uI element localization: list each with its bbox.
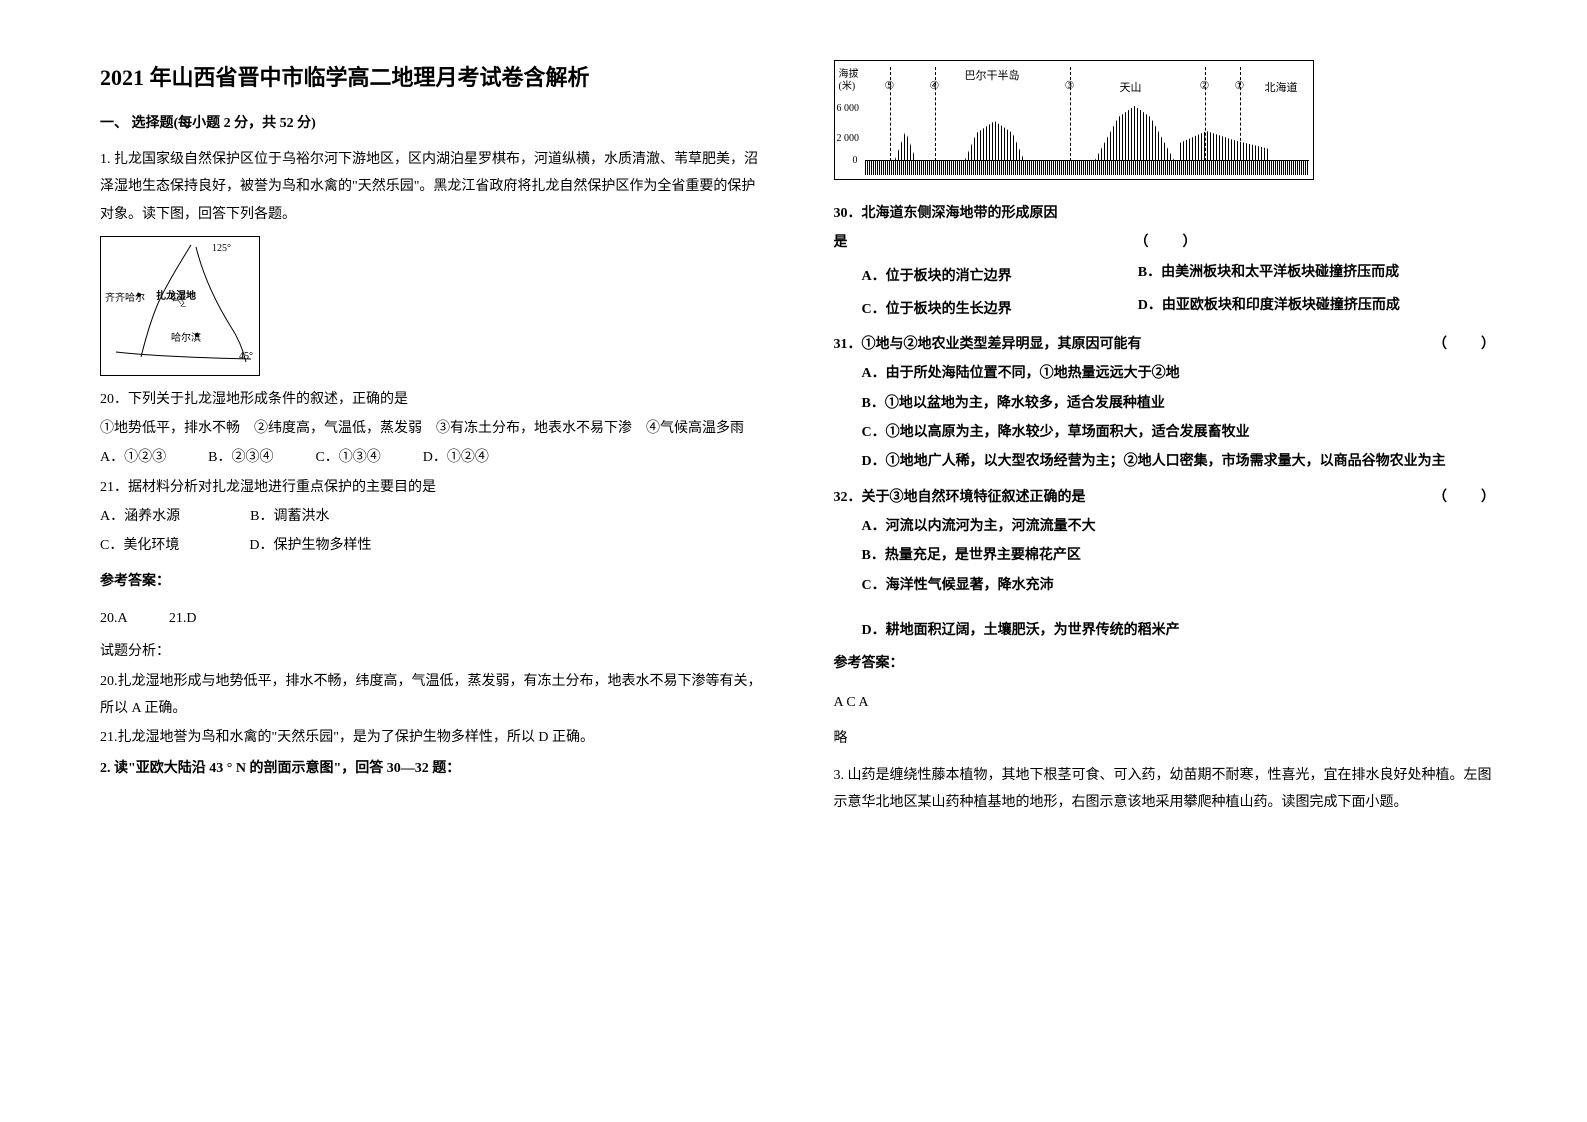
q31-d: D．①地地广人稀，以大型农场经营为主；②地人口密集，市场需求量大，以商品谷物农业… xyxy=(862,448,1498,475)
q21-option-cd: C．美化环境 D．保护生物多样性 xyxy=(100,532,764,559)
q21-option-ab: A．涵养水源 B．调蓄洪水 xyxy=(100,503,764,530)
q32-c: C．海洋性气候显著，降水充沛 xyxy=(862,572,1498,599)
chart-ytick-2000: 2 000 xyxy=(837,133,860,144)
q30-stem-a: 30．北海道东侧深海地带的形成原因 xyxy=(834,200,1498,227)
q1-intro: 1. 扎龙国家级自然保护区位于乌裕尔河下游地区，区内湖泊星罗棋布，河道纵横，水质… xyxy=(100,146,764,228)
q30-row-cd: C．位于板块的生长边界 D．由亚欧板块和印度洋板块碰撞挤压而成 xyxy=(834,292,1498,323)
q30-d: D．由亚欧板块和印度洋板块碰撞挤压而成 xyxy=(1138,292,1497,323)
right-column: 海拔 (米) 6 000 2 000 0 ⑤ ④ 巴尔干半岛 ③ 天山 ② ① … xyxy=(834,60,1498,1082)
q30-c: C．位于板块的生长边界 xyxy=(862,296,1138,323)
q1-answers: 20.A 21.D xyxy=(100,605,764,632)
q20-options: A．①②③ B．②③④ C．①③④ D．①②④ xyxy=(100,444,764,471)
q2-answers: A C A xyxy=(834,689,1498,716)
chart-ylabel-unit: (米) xyxy=(839,77,856,92)
q32-d: D．耕地面积辽阔，土壤肥沃，为世界传统的稻米产 xyxy=(862,617,1498,644)
document-title: 2021 年山西省晋中市临学高二地理月考试卷含解析 xyxy=(100,60,764,92)
chart-ytick-6000: 6 000 xyxy=(837,103,860,114)
chart-ytick-0: 0 xyxy=(853,155,858,166)
cross-section-chart: 海拔 (米) 6 000 2 000 0 ⑤ ④ 巴尔干半岛 ③ 天山 ② ① … xyxy=(834,60,1314,180)
q1-answer-header: 参考答案： xyxy=(100,568,764,595)
q1-analysis-header: 试题分析： xyxy=(100,638,764,665)
q21-stem: 21．据材料分析对扎龙湿地进行重点保护的主要目的是 xyxy=(100,474,764,501)
chart-top-7: 北海道 xyxy=(1265,79,1298,95)
section-1-header: 一、 选择题(每小题 2 分，共 52 分) xyxy=(100,112,764,132)
q2-answer-header: 参考答案： xyxy=(834,650,1498,677)
q30-blank: （ ） xyxy=(1135,229,1199,256)
q2-stem: 2. 读"亚欧大陆沿 43 ° N 的剖面示意图"，回答 30—32 题： xyxy=(100,755,764,782)
q30-stem-b: 是 （ ） xyxy=(834,229,1498,256)
q31-blank: （ ） xyxy=(1433,331,1497,358)
map-svg xyxy=(101,237,261,377)
q31-b: B．①地以盆地为主，降水较多，适合发展种植业 xyxy=(862,390,1498,417)
q32-a: A．河流以内流河为主，河流流量不大 xyxy=(862,513,1498,540)
map-figure: 125° 齐齐哈尔 扎龙湿地 哈尔滨 45° xyxy=(100,236,260,376)
q32-b: B．热量充足，是世界主要棉花产区 xyxy=(862,542,1498,569)
q32-blank: （ ） xyxy=(1433,484,1497,511)
q1-analysis-21: 21.扎龙湿地誉为鸟和水禽的"天然乐园"，是为了保护生物多样性，所以 D 正确。 xyxy=(100,724,764,751)
left-column: 2021 年山西省晋中市临学高二地理月考试卷含解析 一、 选择题(每小题 2 分… xyxy=(100,60,764,1082)
q1-analysis-20: 20.扎龙湿地形成与地势低平，排水不畅，纬度高，气温低，蒸发弱，有冻土分布，地表… xyxy=(100,668,764,723)
q30-a: A．位于板块的消亡边界 xyxy=(862,263,1138,290)
q32-stem: 32．关于③地自然环境特征叙述正确的是 xyxy=(834,484,1086,511)
q30-b: B．由美洲板块和太平洋板块碰撞挤压而成 xyxy=(1138,259,1497,290)
q2-brief: 略 xyxy=(834,725,1498,752)
q32-stem-row: 32．关于③地自然环境特征叙述正确的是 （ ） xyxy=(834,484,1498,511)
q3-stem: 3. 山药是缠绕性藤本植物，其地下根茎可食、可入药，幼苗期不耐寒，性喜光，宜在排… xyxy=(834,762,1498,817)
chart-top-2: 巴尔干半岛 xyxy=(965,67,1020,83)
q31-a: A．由于所处海陆位置不同，①地热量远远大于②地 xyxy=(862,360,1498,387)
q20-items: ①地势低平，排水不畅 ②纬度高，气温低，蒸发弱 ③有冻土分布，地表水不易下渗 ④… xyxy=(100,415,764,442)
chart-top-4: 天山 xyxy=(1120,79,1142,95)
q31-stem: 31．①地与②地农业类型差异明显，其原因可能有 xyxy=(834,331,1142,358)
q30-stem-b-text: 是 xyxy=(834,235,848,250)
q30-row-ac: A．位于板块的消亡边界 B．由美洲板块和太平洋板块碰撞挤压而成 xyxy=(834,259,1498,290)
question-1: 1. 扎龙国家级自然保护区位于乌裕尔河下游地区，区内湖泊星罗棋布，河道纵横，水质… xyxy=(100,146,764,783)
q20-stem: 20．下列关于扎龙湿地形成条件的叙述，正确的是 xyxy=(100,386,764,413)
q31-c: C．①地以高原为主，降水较少，草场面积大，适合发展畜牧业 xyxy=(862,419,1498,446)
q31-stem-row: 31．①地与②地农业类型差异明显，其原因可能有 （ ） xyxy=(834,331,1498,358)
q2-questions: 30．北海道东侧深海地带的形成原因 是 （ ） A．位于板块的消亡边界 B．由美… xyxy=(834,198,1498,817)
